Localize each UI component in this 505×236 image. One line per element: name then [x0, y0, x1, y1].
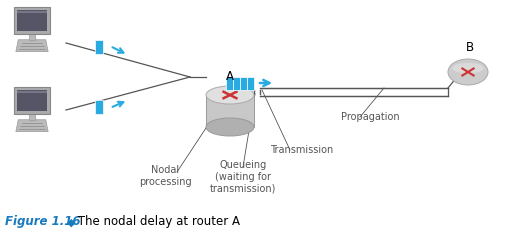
Polygon shape	[16, 40, 48, 52]
Ellipse shape	[206, 118, 254, 136]
Bar	[17, 91, 47, 93]
Bar	[240, 76, 247, 89]
Bar	[206, 95, 254, 127]
Ellipse shape	[206, 86, 254, 104]
Bar	[247, 76, 254, 89]
Text: B: B	[466, 41, 474, 54]
Polygon shape	[16, 120, 48, 132]
Text: Nodal
processing: Nodal processing	[139, 165, 191, 187]
Text: Figure 1.16: Figure 1.16	[5, 215, 80, 228]
Bar	[29, 34, 35, 40]
Text: Propagation: Propagation	[341, 112, 399, 122]
Ellipse shape	[448, 59, 488, 85]
Text: Transmission: Transmission	[270, 145, 334, 155]
Text: The nodal delay at router A: The nodal delay at router A	[74, 215, 240, 228]
Bar	[17, 10, 47, 31]
Bar	[95, 100, 103, 114]
Bar	[29, 114, 35, 120]
Text: ◆: ◆	[67, 218, 76, 228]
Bar	[95, 40, 103, 54]
Bar	[14, 88, 50, 114]
Text: Queueing
(waiting for
transmission): Queueing (waiting for transmission)	[210, 160, 276, 193]
Bar	[17, 11, 47, 13]
Ellipse shape	[452, 63, 484, 73]
Text: A: A	[226, 70, 234, 83]
Bar	[233, 76, 240, 89]
Bar	[14, 8, 50, 34]
Bar	[226, 76, 233, 89]
Bar	[17, 90, 47, 111]
